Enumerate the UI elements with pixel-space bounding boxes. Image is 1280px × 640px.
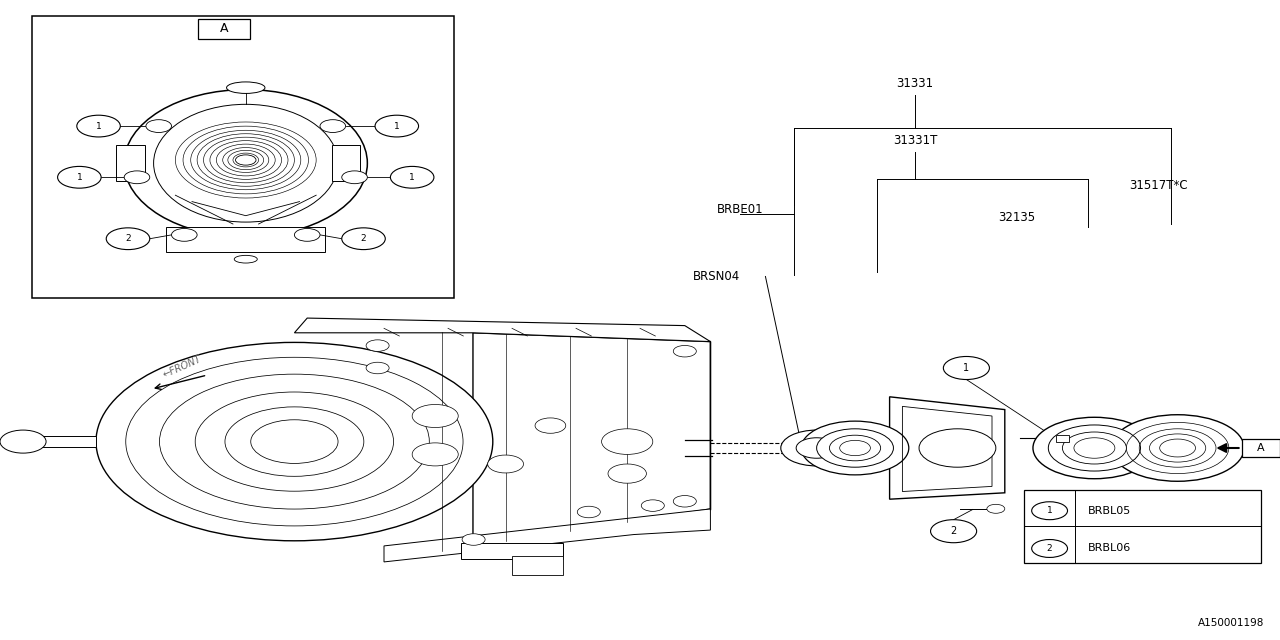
Bar <box>461 543 563 559</box>
Text: ←FRONT: ←FRONT <box>161 354 202 380</box>
Text: BRBE01: BRBE01 <box>717 204 763 216</box>
Circle shape <box>320 120 346 132</box>
Text: 32135: 32135 <box>998 211 1036 224</box>
Text: 1: 1 <box>410 173 415 182</box>
Text: BRBL05: BRBL05 <box>1088 506 1132 516</box>
Ellipse shape <box>124 90 367 237</box>
Circle shape <box>366 362 389 374</box>
Circle shape <box>1033 417 1156 479</box>
Circle shape <box>673 495 696 507</box>
Circle shape <box>294 228 320 241</box>
Circle shape <box>577 506 600 518</box>
Polygon shape <box>384 509 710 562</box>
Circle shape <box>342 171 367 184</box>
Circle shape <box>236 155 256 165</box>
Circle shape <box>1032 502 1068 520</box>
Circle shape <box>931 520 977 543</box>
Circle shape <box>412 443 458 466</box>
Circle shape <box>943 356 989 380</box>
Ellipse shape <box>154 104 338 222</box>
Circle shape <box>1032 540 1068 557</box>
Bar <box>198 19 250 39</box>
Circle shape <box>106 228 150 250</box>
Text: BRSN04: BRSN04 <box>694 270 740 283</box>
Circle shape <box>608 464 646 483</box>
Circle shape <box>96 342 493 541</box>
Circle shape <box>1062 432 1126 464</box>
Circle shape <box>641 500 664 511</box>
Circle shape <box>673 346 696 357</box>
Bar <box>166 227 325 252</box>
Circle shape <box>796 438 837 458</box>
Text: 2: 2 <box>1047 544 1052 553</box>
Circle shape <box>801 421 909 475</box>
Text: 1: 1 <box>96 122 101 131</box>
Circle shape <box>375 115 419 137</box>
Bar <box>116 145 145 181</box>
Circle shape <box>390 166 434 188</box>
Bar <box>32 16 454 298</box>
Text: 31517T*C: 31517T*C <box>1129 179 1188 192</box>
Polygon shape <box>294 318 710 342</box>
Circle shape <box>535 418 566 433</box>
Text: 1: 1 <box>394 122 399 131</box>
Bar <box>512 556 563 575</box>
Bar <box>13 436 96 447</box>
Text: 2: 2 <box>361 234 366 243</box>
Text: BRBL06: BRBL06 <box>1088 543 1132 554</box>
Circle shape <box>146 120 172 132</box>
Circle shape <box>342 228 385 250</box>
Text: 31331T: 31331T <box>893 134 937 147</box>
Circle shape <box>817 429 893 467</box>
Circle shape <box>77 115 120 137</box>
Circle shape <box>0 430 46 453</box>
Bar <box>1056 435 1069 442</box>
Text: 2: 2 <box>951 526 956 536</box>
Circle shape <box>781 430 852 466</box>
Circle shape <box>488 455 524 473</box>
Circle shape <box>462 534 485 545</box>
Text: A: A <box>1257 443 1265 453</box>
Bar <box>332 145 360 181</box>
Polygon shape <box>890 397 1005 499</box>
Text: 1: 1 <box>77 173 82 182</box>
Circle shape <box>1111 415 1244 481</box>
Circle shape <box>172 228 197 241</box>
Circle shape <box>919 429 996 467</box>
Polygon shape <box>474 333 710 546</box>
Circle shape <box>1048 425 1140 471</box>
Circle shape <box>366 340 389 351</box>
Circle shape <box>829 435 881 461</box>
Text: 1: 1 <box>964 363 969 373</box>
Text: 2: 2 <box>125 234 131 243</box>
Text: A150001198: A150001198 <box>1198 618 1265 628</box>
Ellipse shape <box>227 82 265 93</box>
Text: 31331: 31331 <box>896 77 934 90</box>
Circle shape <box>987 504 1005 513</box>
Bar <box>1242 439 1280 457</box>
Circle shape <box>124 171 150 184</box>
Circle shape <box>602 429 653 454</box>
Circle shape <box>412 404 458 428</box>
Ellipse shape <box>234 255 257 263</box>
Circle shape <box>58 166 101 188</box>
Bar <box>1024 490 1261 563</box>
Text: 1: 1 <box>1047 506 1052 515</box>
Circle shape <box>1074 438 1115 458</box>
Circle shape <box>840 440 870 456</box>
Text: A: A <box>220 22 228 35</box>
